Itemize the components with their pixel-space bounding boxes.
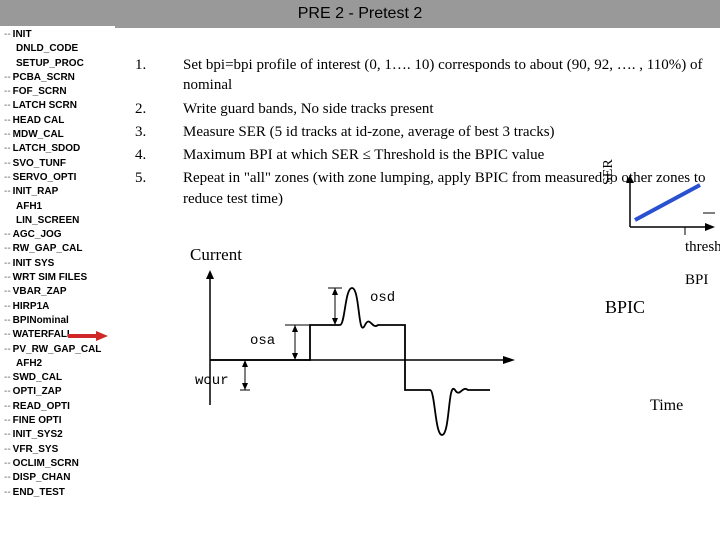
sidebar-item: READ_OPTI (0, 400, 115, 414)
sidebar: INITDNLD_CODESETUP_PROCPCBA_SCRNFOF_SCRN… (0, 26, 115, 502)
list-item: 3.Measure SER (5 id tracks at id-zone, a… (135, 122, 720, 142)
sidebar-item: SETUP_PROC (0, 57, 115, 71)
sidebar-item: SWD_CAL (0, 371, 115, 385)
sidebar-item: AGC_JOG (0, 228, 115, 242)
sidebar-item: PCBA_SCRN (0, 71, 115, 85)
sidebar-item: BPINominal (0, 314, 115, 328)
waveform-diagram (180, 270, 520, 460)
main-content: 1.Set bpi=bpi profile of interest (0, 1…… (135, 55, 720, 540)
sidebar-item: LATCH SCRN (0, 99, 115, 113)
sidebar-item: DNLD_CODE (0, 42, 115, 56)
sidebar-item: SERVO_OPTI (0, 171, 115, 185)
list-text: Set bpi=bpi profile of interest (0, 1…. … (183, 55, 720, 96)
sidebar-item: HEAD CAL (0, 114, 115, 128)
sidebar-item: VFR_SYS (0, 443, 115, 457)
sidebar-item: INIT_SYS2 (0, 428, 115, 442)
sidebar-item: MDW_CAL (0, 128, 115, 142)
sidebar-item: INIT (0, 28, 115, 42)
bpi-label: BPI (685, 272, 708, 289)
time-label: Time (650, 397, 683, 415)
sidebar-item: PV_RW_GAP_CAL (0, 343, 115, 357)
osa-label: osa (250, 333, 275, 349)
sidebar-item: INIT_RAP (0, 185, 115, 199)
sidebar-item: AFH2 (0, 357, 115, 371)
sidebar-item: HIRP1A (0, 300, 115, 314)
list-text: Write guard bands, No side tracks presen… (183, 99, 720, 119)
list-text: Measure SER (5 id tracks at id-zone, ave… (183, 122, 720, 142)
list-item: 4.Maximum BPI at which SER ≤ Threshold i… (135, 145, 720, 165)
osd-label: osd (370, 290, 395, 306)
ser-axis-label: SER (601, 159, 617, 185)
list-number: 3. (135, 122, 183, 142)
list-number: 5. (135, 168, 183, 209)
list-text: Maximum BPI at which SER ≤ Threshold is … (183, 145, 720, 165)
sidebar-item: OPTI_ZAP (0, 385, 115, 399)
list-number: 1. (135, 55, 183, 96)
wcur-label: wcur (195, 373, 229, 389)
sidebar-item: RW_GAP_CAL (0, 242, 115, 256)
sidebar-item: VBAR_ZAP (0, 285, 115, 299)
current-label: Current (190, 245, 242, 265)
list-item: 1.Set bpi=bpi profile of interest (0, 1…… (135, 55, 720, 96)
sidebar-item: LATCH_SDOD (0, 142, 115, 156)
title-bar: PRE 2 - Pretest 2 (0, 0, 720, 28)
sidebar-item: SVO_TUNF (0, 157, 115, 171)
sidebar-item: WRT SIM FILES (0, 271, 115, 285)
list-number: 4. (135, 145, 183, 165)
sidebar-item: DISP_CHAN (0, 471, 115, 485)
sidebar-item: FINE OPTI (0, 414, 115, 428)
list-item: 2.Write guard bands, No side tracks pres… (135, 99, 720, 119)
ser-chart (615, 175, 715, 235)
sidebar-item: INIT SYS (0, 257, 115, 271)
sidebar-item: END_TEST (0, 486, 115, 500)
sidebar-item: AFH1 (0, 200, 115, 214)
threshold-label: threshold (685, 239, 720, 256)
highlight-arrow-icon (68, 330, 108, 342)
sidebar-item: OCLIM_SCRN (0, 457, 115, 471)
bpic-label: BPIC (605, 297, 645, 318)
list-number: 2. (135, 99, 183, 119)
sidebar-item: LIN_SCREEN (0, 214, 115, 228)
page-title: PRE 2 - Pretest 2 (298, 5, 423, 23)
sidebar-item: FOF_SCRN (0, 85, 115, 99)
